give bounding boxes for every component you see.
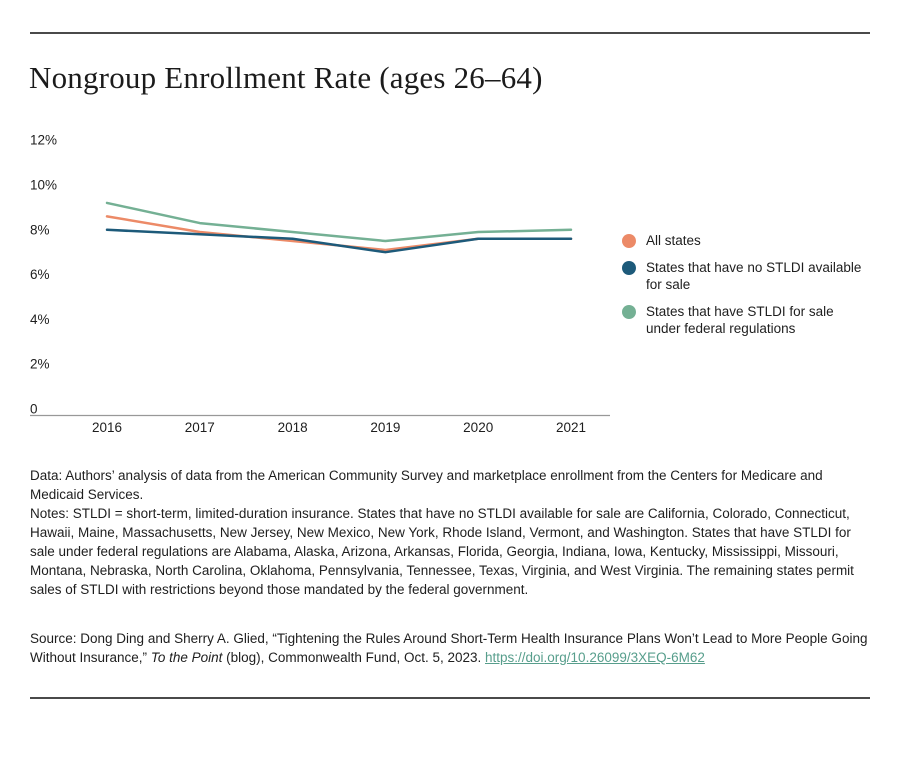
top-divider — [30, 32, 870, 34]
chart-legend: All states States that have no STLDI ava… — [622, 232, 872, 347]
x-axis-tick-label: 2021 — [556, 420, 586, 435]
source-publication: To the Point — [150, 650, 223, 665]
notes: Notes: STLDI = short-term, limited-durat… — [30, 506, 854, 597]
legend-dot-no-stldi — [622, 260, 636, 275]
x-axis-tick-label: 2019 — [370, 420, 400, 435]
line-chart-canvas: 12% 10% 8% 6% 4% 2% 0 2016 2017 2018 2019 2020 2021 — [30, 133, 610, 435]
x-axis-tick-label: 2017 — [185, 420, 215, 435]
source-line: Source: Dong Ding and Sherry A. Glied, “… — [30, 629, 871, 667]
legend-item-no-stldi: States that have no STLDI available for … — [622, 259, 872, 293]
y-axis-tick-label: 0 — [30, 402, 38, 417]
x-axis-tick-label: 2018 — [278, 420, 308, 435]
legend-dot-all-states — [622, 233, 636, 248]
source-suffix: (blog), Commonwealth Fund, Oct. 5, 2023. — [222, 650, 485, 665]
y-axis-tick-label: 2% — [30, 357, 50, 372]
x-axis-tick-label: 2016 — [92, 420, 122, 435]
y-axis-tick-label: 4% — [30, 312, 50, 327]
y-axis-tick-label: 10% — [30, 178, 57, 193]
y-axis-tick-label: 8% — [30, 222, 50, 237]
legend-label-all-states: All states — [646, 233, 701, 248]
page-title: Nongroup Enrollment Rate (ages 26–64) — [29, 60, 543, 95]
legend-item-all-states: All states — [622, 232, 872, 249]
data-note: Data: Authors’ analysis of data from the… — [30, 468, 823, 502]
bottom-divider — [30, 697, 870, 699]
legend-dot-stldi-federal — [622, 304, 636, 319]
enrollment-line-chart: 12% 10% 8% 6% 4% 2% 0 2016 2017 2018 2019 2020 2021 — [30, 127, 610, 442]
source-prefix: Source: Dong Ding and Sherry A. Glied, “… — [30, 631, 868, 665]
footnotes-block: Data: Authors’ analysis of data from the… — [30, 466, 871, 599]
legend-label-no-stldi: States that have no STLDI available for … — [646, 260, 862, 292]
series-line-2 — [105, 201, 573, 243]
doi-link[interactable]: https://doi.org/10.26099/3XEQ-6M62 — [485, 650, 705, 665]
series-line-1 — [105, 228, 573, 254]
legend-label-stldi-federal: States that have STLDI for sale under fe… — [646, 304, 834, 336]
y-axis-tick-label: 12% — [30, 133, 57, 148]
x-axis-tick-label: 2020 — [463, 420, 493, 435]
legend-item-stldi-federal: States that have STLDI for sale under fe… — [622, 303, 872, 337]
y-axis-tick-label: 6% — [30, 267, 50, 282]
